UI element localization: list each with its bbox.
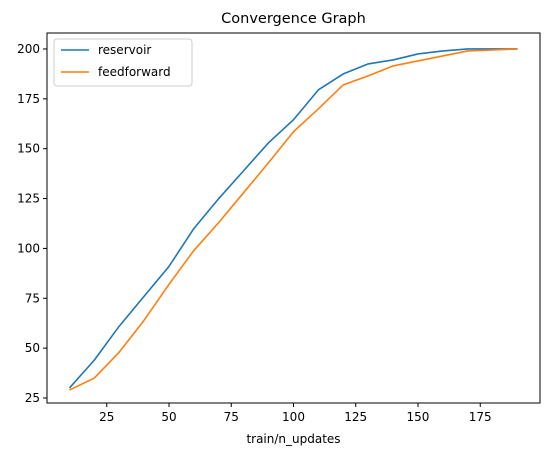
- y-tick-label: 50: [25, 341, 40, 355]
- x-tick-label: 50: [161, 410, 176, 424]
- legend-label-reservoir: reservoir: [98, 43, 151, 57]
- y-tick-label: 100: [17, 241, 40, 255]
- y-tick-label: 175: [17, 92, 40, 106]
- x-tick-label: 125: [344, 410, 367, 424]
- x-axis-label: train/n_updates: [246, 432, 340, 446]
- x-tick-label: 75: [224, 410, 239, 424]
- series-line-feedforward: [69, 48, 518, 391]
- y-tick-label: 75: [25, 291, 40, 305]
- y-tick-label: 25: [25, 391, 40, 405]
- x-tick-label: 100: [282, 410, 305, 424]
- x-axis: 25 50 75 100 125 150 175: [99, 403, 492, 424]
- legend: reservoir feedforward: [53, 38, 193, 87]
- y-tick-label: 200: [17, 42, 40, 56]
- x-tick-label: 25: [99, 410, 114, 424]
- y-axis: 25 50 75 100 125 150 175 200: [17, 42, 47, 405]
- series-line-reservoir: [68, 48, 518, 389]
- x-tick-label: 175: [469, 410, 492, 424]
- y-tick-label: 150: [17, 142, 40, 156]
- legend-label-feedforward: feedforward: [98, 65, 171, 79]
- chart-title: Convergence Graph: [221, 11, 366, 27]
- x-tick-label: 150: [407, 410, 430, 424]
- series-layer: [68, 48, 518, 391]
- y-tick-label: 125: [17, 192, 40, 206]
